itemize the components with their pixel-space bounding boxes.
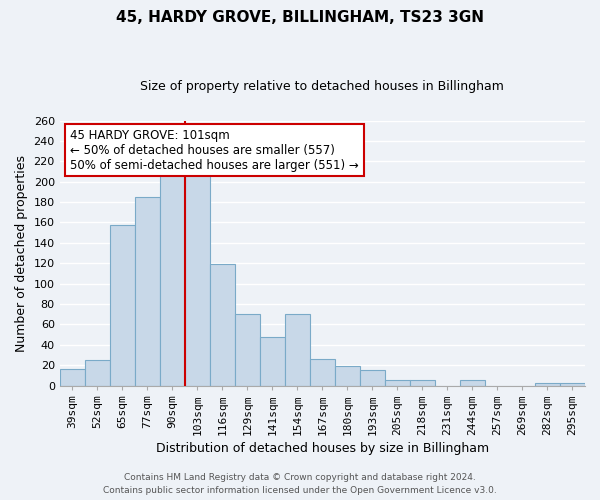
Bar (59, 369, 85, 386)
Bar (185, 166, 210, 386)
Bar (535, 384, 560, 386)
Text: 45 HARDY GROVE: 101sqm
← 50% of detached houses are smaller (557)
50% of semi-de: 45 HARDY GROVE: 101sqm ← 50% of detached… (70, 128, 359, 172)
Bar (85, 360, 110, 386)
Bar (410, 380, 435, 386)
Y-axis label: Number of detached properties: Number of detached properties (15, 154, 28, 352)
Bar (285, 314, 310, 386)
Bar (235, 314, 260, 386)
Bar (110, 224, 135, 386)
Bar (310, 359, 335, 386)
Bar (460, 380, 485, 386)
Bar (160, 172, 185, 386)
X-axis label: Distribution of detached houses by size in Billingham: Distribution of detached houses by size … (156, 442, 489, 455)
Bar (135, 197, 160, 386)
Title: Size of property relative to detached houses in Billingham: Size of property relative to detached ho… (140, 80, 504, 93)
Bar (360, 370, 385, 386)
Bar (385, 380, 410, 386)
Bar (210, 264, 235, 386)
Text: 45, HARDY GROVE, BILLINGHAM, TS23 3GN: 45, HARDY GROVE, BILLINGHAM, TS23 3GN (116, 10, 484, 25)
Bar (260, 336, 285, 386)
Bar (560, 384, 585, 386)
Bar (335, 366, 360, 386)
Text: Contains HM Land Registry data © Crown copyright and database right 2024.
Contai: Contains HM Land Registry data © Crown c… (103, 474, 497, 495)
